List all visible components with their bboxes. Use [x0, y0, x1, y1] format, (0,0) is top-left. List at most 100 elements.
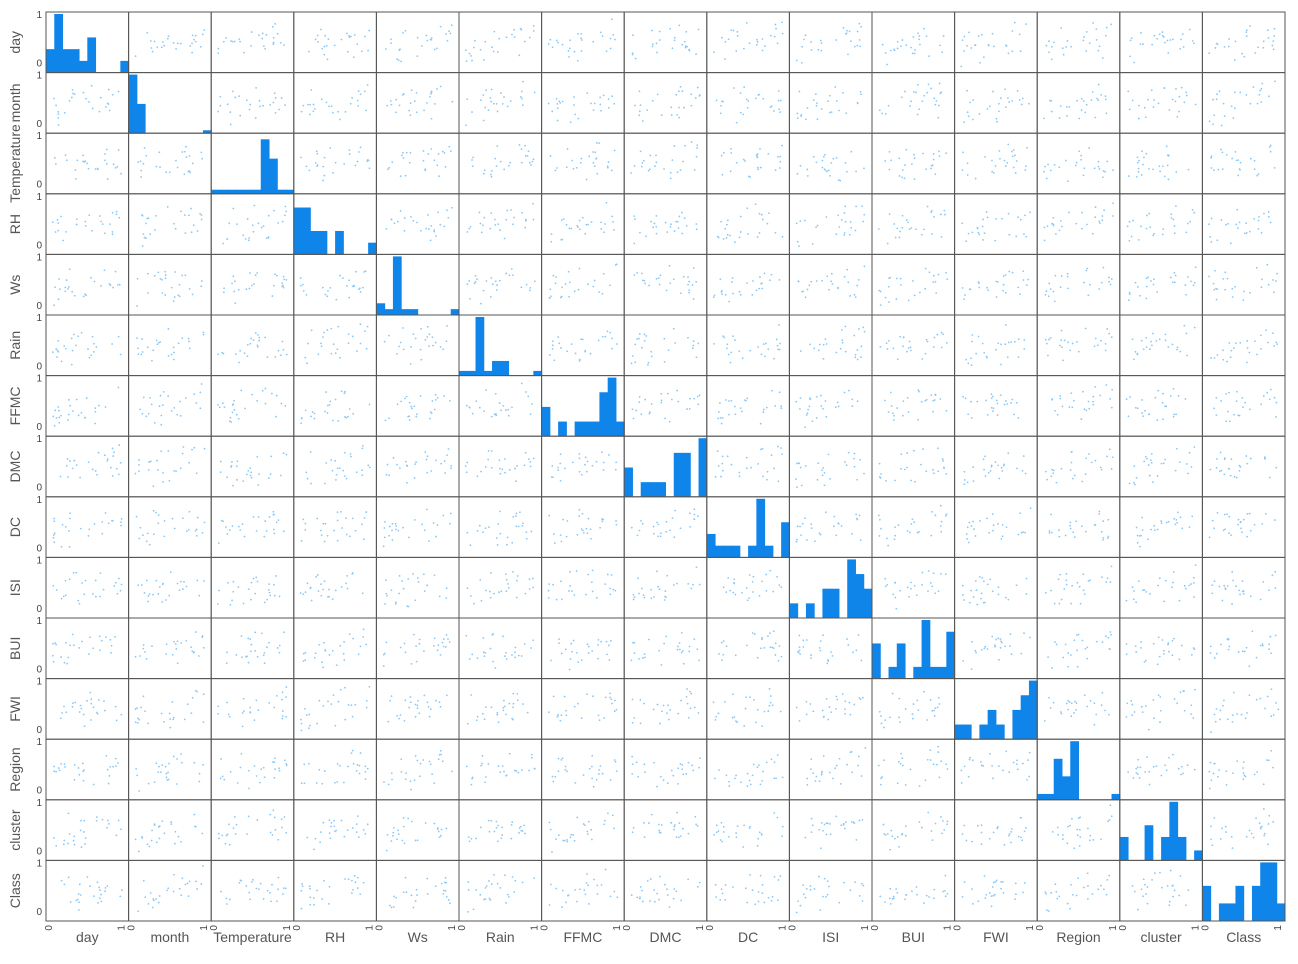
- scatter-point: [491, 283, 494, 286]
- scatter-point: [107, 522, 110, 525]
- scatter-point: [158, 151, 161, 154]
- scatter-point: [1244, 401, 1247, 404]
- scatter-point: [150, 47, 153, 49]
- scatter-point: [573, 50, 576, 53]
- scatter-point: [334, 459, 337, 462]
- scatter-point: [528, 36, 531, 39]
- scatter-point: [443, 152, 446, 154]
- scatter-point: [332, 343, 335, 346]
- scatter-point: [110, 651, 113, 654]
- cell-Region-ISI: [788, 738, 873, 801]
- scatter-point: [110, 644, 113, 647]
- scatter-point: [548, 711, 550, 714]
- scatter-point: [189, 171, 192, 174]
- scatter-point: [491, 170, 493, 172]
- scatter-point: [250, 581, 253, 584]
- scatter-point: [265, 646, 268, 649]
- scatter-point: [1098, 512, 1101, 515]
- scatter-point: [161, 764, 164, 766]
- scatter-point: [762, 343, 765, 346]
- scatter-point: [304, 707, 306, 710]
- scatter-point: [171, 653, 174, 656]
- scatter-point: [244, 407, 247, 410]
- scatter-point: [650, 597, 653, 600]
- scatter-point: [1005, 44, 1007, 47]
- scatter-point: [780, 405, 782, 408]
- scatter-point: [851, 398, 854, 401]
- scatter-point: [1106, 537, 1109, 540]
- scatter-point: [367, 464, 370, 467]
- scatter-point: [1255, 656, 1258, 659]
- hist-bar-RH-3: [318, 230, 328, 255]
- scatter-point: [845, 112, 848, 115]
- scatter-point: [165, 776, 168, 779]
- scatter-point: [673, 39, 676, 42]
- scatter-point: [390, 218, 393, 221]
- scatter-point: [185, 639, 188, 642]
- scatter-point: [572, 167, 575, 170]
- scatter-point: [345, 533, 348, 536]
- scatter-point: [601, 518, 603, 520]
- scatter-point: [841, 339, 844, 342]
- scatter-point: [665, 520, 668, 523]
- scatter-point: [845, 32, 848, 35]
- scatter-point: [587, 645, 590, 648]
- scatter-point: [829, 477, 831, 480]
- scatter-point: [638, 337, 640, 340]
- scatter-point: [430, 412, 433, 415]
- scatter-point: [238, 95, 240, 98]
- scatter-point: [504, 573, 507, 576]
- scatter-point: [795, 400, 798, 403]
- scatter-point: [403, 217, 406, 219]
- scatter-point: [57, 298, 60, 301]
- scatter-point: [761, 638, 763, 641]
- scatter-point: [676, 389, 679, 392]
- scatter-point: [243, 51, 245, 54]
- scatter-point: [498, 459, 501, 462]
- scatter-point: [988, 105, 991, 108]
- scatter-point: [136, 774, 139, 777]
- scatter-point: [1258, 93, 1261, 96]
- scatter-point: [140, 706, 143, 709]
- scatter-point: [1274, 80, 1276, 83]
- scatter-point: [501, 765, 504, 767]
- scatter-point: [103, 159, 106, 162]
- scatter-point: [777, 90, 780, 92]
- scatter-point: [91, 229, 93, 232]
- scatter-point: [633, 596, 636, 599]
- scatter-point: [249, 711, 252, 714]
- scatter-point: [733, 716, 736, 718]
- scatter-point: [334, 398, 337, 401]
- scatter-point: [321, 661, 323, 664]
- scatter-point: [738, 236, 741, 239]
- scatter-point: [191, 293, 194, 296]
- scatter-point: [348, 279, 351, 282]
- scatter-point: [692, 340, 695, 343]
- scatter-point: [430, 224, 433, 227]
- scatter-point: [57, 350, 60, 353]
- scatter-point: [682, 773, 685, 776]
- scatter-point: [1095, 713, 1098, 716]
- scatter-point: [773, 467, 775, 470]
- scatter-point: [659, 722, 661, 725]
- scatter-point: [512, 718, 514, 721]
- scatter-point: [1152, 642, 1155, 645]
- scatter-point: [569, 658, 572, 660]
- scatter-point: [322, 641, 325, 644]
- scatter-point: [344, 686, 346, 689]
- scatter-point: [63, 661, 66, 664]
- scatter-point: [818, 780, 821, 783]
- scatter-point: [217, 110, 219, 113]
- scatter-point: [1024, 472, 1027, 475]
- scatter-point: [913, 585, 916, 587]
- scatter-point: [72, 572, 75, 574]
- scatter-point: [676, 582, 678, 585]
- scatter-point: [934, 707, 937, 709]
- scatter-point: [997, 102, 1000, 105]
- scatter-point: [1097, 160, 1100, 163]
- scatter-point: [1026, 778, 1028, 781]
- scatter-point: [830, 161, 833, 164]
- scatter-point: [586, 532, 589, 535]
- scatter-point: [447, 638, 449, 640]
- scatter-point: [841, 693, 844, 695]
